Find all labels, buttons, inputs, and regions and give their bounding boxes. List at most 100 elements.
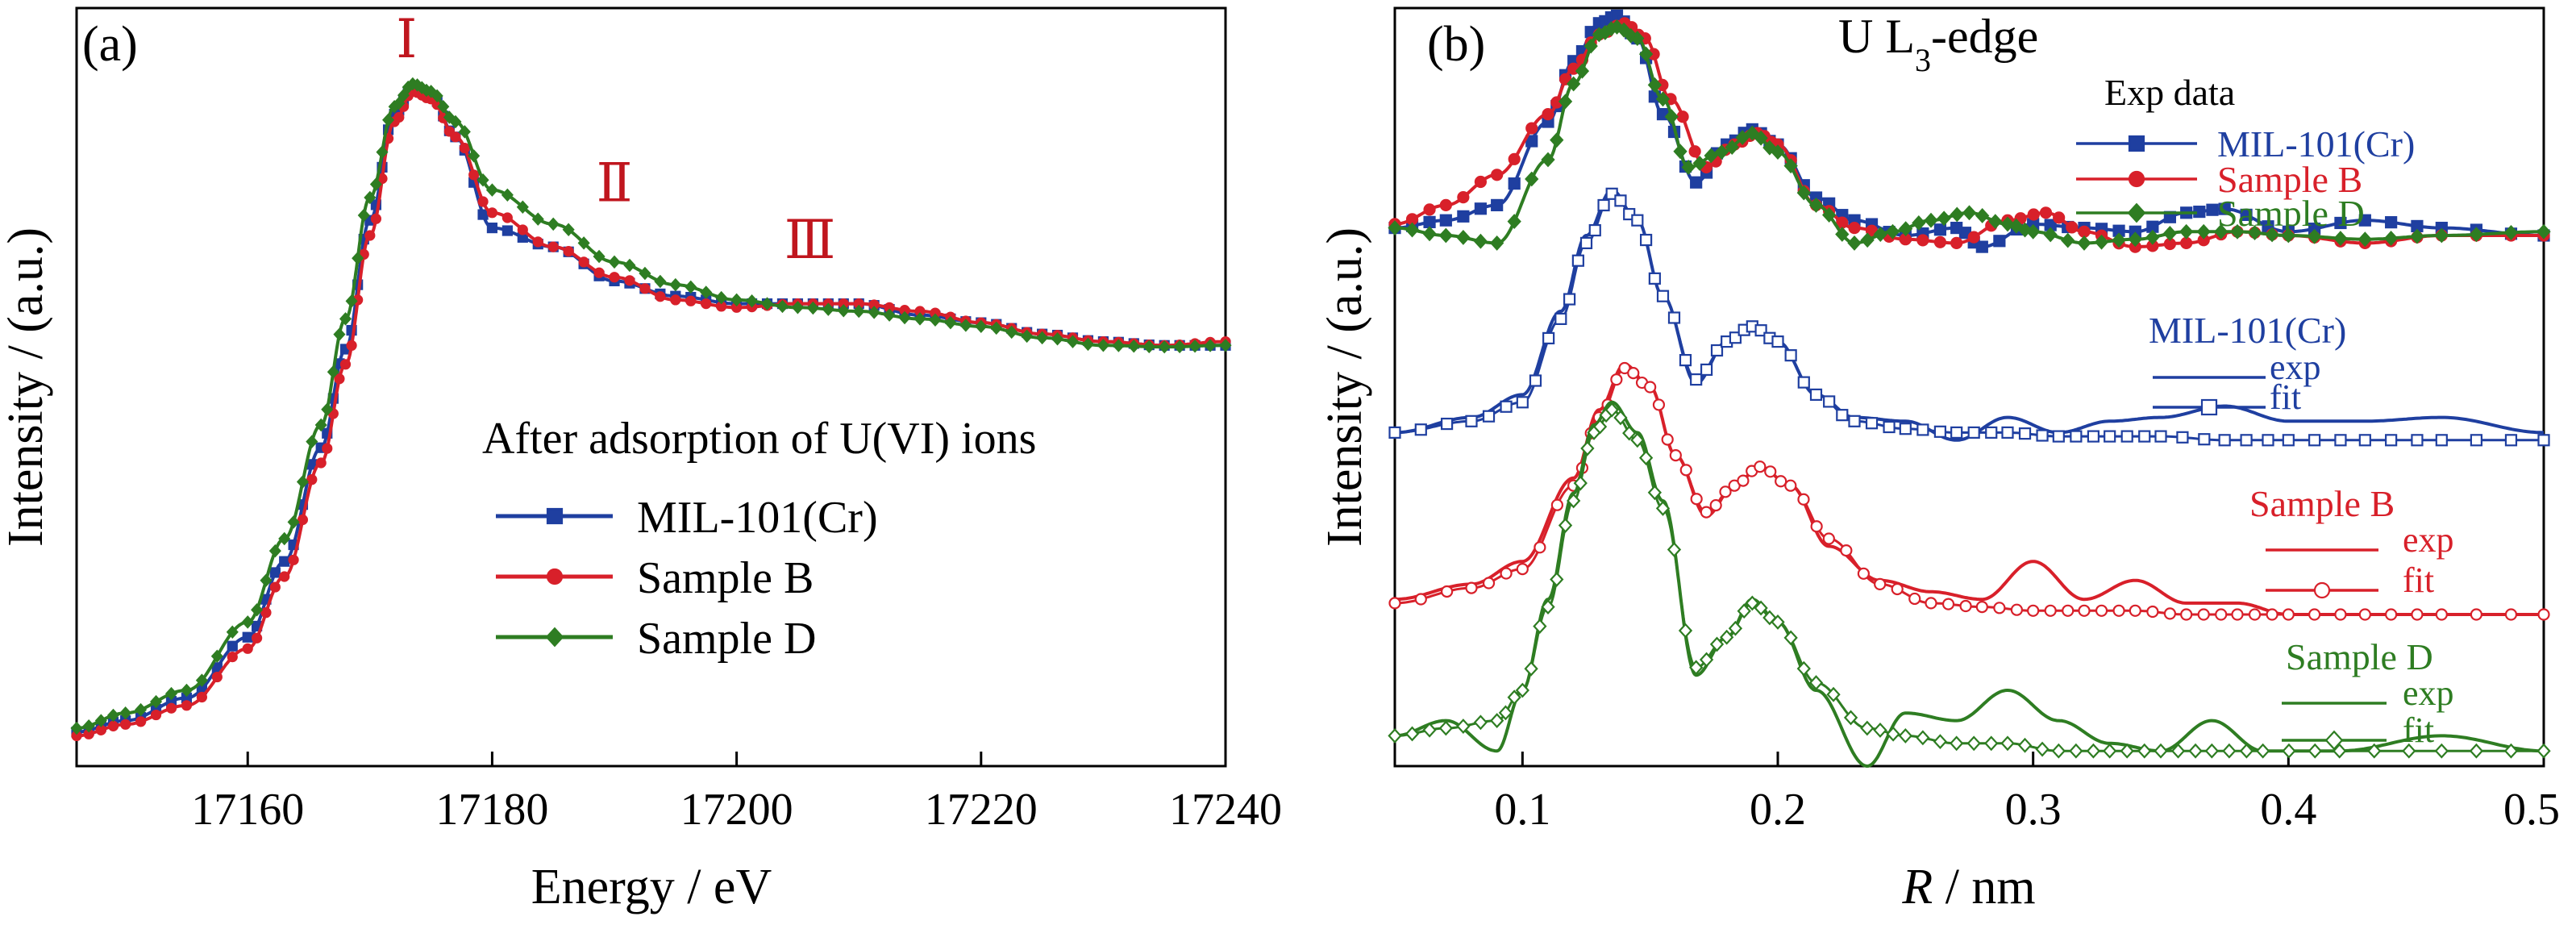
panel-b-data-point — [2503, 743, 2519, 759]
panel-b-series-2 — [1388, 19, 2551, 251]
panel-a-data-point — [593, 249, 606, 264]
panel-b-data-point — [2282, 434, 2295, 447]
panel-b-series-markers — [1388, 19, 2551, 251]
panel-b-data-point — [1933, 235, 1946, 248]
panel-b-data-point — [1933, 734, 1948, 750]
panel-b-data-point — [1422, 226, 1437, 242]
panel-a-data-point — [913, 312, 926, 326]
panel-b-data-point — [2248, 608, 2262, 621]
panel-a-data-point — [369, 177, 382, 191]
panel-a-data-point — [339, 359, 352, 370]
panel-a-legend-marker — [546, 568, 564, 585]
panel-b-data-point — [2087, 430, 2100, 443]
panel-b-data-point — [1405, 726, 1420, 742]
panel-a-data-point — [477, 196, 489, 207]
panel-b-data-point — [1667, 311, 1681, 324]
panel-b-data-point — [1984, 735, 1999, 752]
panel-b-data-point — [1465, 415, 1478, 427]
panel-a-data-point — [516, 200, 529, 214]
panel-b-data-point — [1542, 331, 1555, 344]
panel-b-label: (b) — [1427, 17, 1485, 72]
panel-a-data-point — [315, 457, 327, 469]
panel-b-data-point — [1647, 485, 1663, 501]
panel-a-data-point — [431, 89, 443, 103]
panel-a-data-point — [393, 96, 406, 110]
panel-b-data-point — [1720, 629, 1734, 645]
panel-a-data-point — [334, 373, 345, 385]
panel-b-data-point — [1912, 215, 1926, 231]
panel-b-data-point — [1714, 144, 1729, 160]
panel-a-data-point — [357, 208, 370, 223]
panel-a-data-point — [252, 632, 263, 644]
panel-b-data-point — [1669, 448, 1682, 462]
panel-b-data-point — [2112, 232, 2126, 248]
panel-b-data-point — [1604, 402, 1619, 418]
panel-b-x-tick-label: 0.1 — [1494, 785, 1550, 835]
panel-b-data-point — [1456, 719, 1471, 734]
panel-a-data-point — [791, 301, 804, 315]
panel-b-x-tick-label: 0.2 — [1750, 785, 1806, 835]
panel-b-data-point — [1500, 400, 1513, 413]
panel-b-legend-group-title: Sample D — [2286, 636, 2433, 677]
panel-b-data-point — [2176, 431, 2189, 444]
panel-a-data-point — [164, 686, 178, 701]
panel-a-data-point — [746, 294, 759, 308]
panel-b-data-point — [1525, 171, 1539, 187]
panel-a-data-point — [135, 702, 148, 717]
panel-a-data-point — [822, 302, 834, 316]
panel-b-data-point — [1571, 254, 1584, 267]
panel-a-data-point — [279, 571, 290, 582]
panel-b-data-point — [2095, 604, 2108, 617]
panel-b-data-point — [2010, 603, 2023, 616]
panel-b-data-point — [1422, 722, 1437, 738]
panel-b-data-point — [1664, 109, 1679, 125]
panel-b-ylabel: Intensity / (a.u.) — [1317, 227, 1372, 547]
panel-b-data-point — [2138, 430, 2151, 443]
panel-b-data-point — [2222, 743, 2237, 759]
panel-a-data-point — [339, 312, 352, 326]
panel-b-data-point — [1924, 212, 1938, 228]
panel-b-data-point — [2469, 227, 2484, 243]
panel-b-data-point — [1975, 208, 1990, 223]
panel-a-data-point — [547, 217, 560, 231]
panel-b-data-point — [1959, 599, 1972, 613]
panel-b-data-point — [1784, 479, 1797, 492]
panel-b-data-point — [1933, 425, 1946, 438]
panel-a-data-point — [1021, 329, 1034, 344]
panel-a-data-point — [397, 88, 410, 102]
panel-b-x-ticks: 0.1 0.2 0.3 0.4 0.5 — [1494, 752, 2560, 835]
panel-a-data-point — [241, 615, 254, 629]
panel-b-data-point — [1678, 623, 1693, 639]
panel-b-legend-marker — [2128, 170, 2145, 188]
panel-b-data-point — [1783, 630, 1798, 646]
panel-a-data-point — [701, 298, 712, 310]
panel-b-data-point — [2146, 605, 2159, 619]
panel-b-data-point — [1667, 542, 1682, 557]
panel-a-data-point — [578, 256, 589, 268]
panel-b-data-point — [1941, 598, 1955, 610]
panel-a-data-point — [486, 223, 498, 234]
panel-b-data-point — [1614, 194, 1627, 207]
panel-b-legend-label: Sample B — [2217, 159, 2362, 200]
panel-a-data-point — [1142, 340, 1155, 354]
panel-b-data-point — [2469, 743, 2484, 759]
panel-b-data-point — [1554, 312, 1567, 325]
panel-a-data-point — [655, 291, 666, 302]
panel-b-data-point — [1745, 125, 1759, 141]
panel-a-data-point — [531, 212, 544, 226]
panel-b-data-point — [1617, 22, 1631, 38]
panel-b-data-point — [1754, 600, 1768, 616]
panel-b-data-point — [1482, 410, 1496, 423]
panel-a-legend-label: Sample D — [637, 614, 816, 664]
panel-a-peak-annotation: Ⅲ — [784, 211, 836, 270]
panel-a-data-point — [700, 285, 713, 299]
panel-b-data-point — [1647, 77, 1663, 93]
panel-b-data-point — [1567, 76, 1581, 92]
panel-a-data-point — [149, 694, 163, 709]
panel-b-data-point — [1704, 148, 1718, 164]
panel-b-data-point — [1681, 159, 1696, 175]
panel-a-data-point — [990, 321, 1003, 335]
panel-a-data-point — [1051, 332, 1064, 346]
panel-a-data-point — [623, 258, 636, 273]
